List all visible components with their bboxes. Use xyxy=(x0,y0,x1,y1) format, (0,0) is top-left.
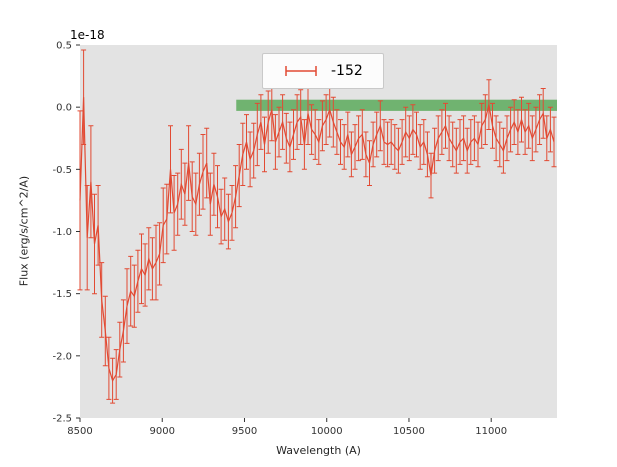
svg-text:0.0: 0.0 xyxy=(56,103,72,114)
legend: -152 xyxy=(262,53,384,89)
svg-text:10000: 10000 xyxy=(311,426,343,437)
x-axis-label: Wavelength (A) xyxy=(276,444,361,457)
svg-text:11000: 11000 xyxy=(475,426,507,437)
svg-text:9000: 9000 xyxy=(150,426,175,437)
errorbar-legend-icon xyxy=(285,66,317,76)
svg-text:-2.0: -2.0 xyxy=(52,351,72,362)
y-axis-label: Flux (erg/s/cm^2/A) xyxy=(17,175,31,287)
svg-text:-1.5: -1.5 xyxy=(52,289,72,300)
series-line xyxy=(79,97,555,383)
svg-text:9500: 9500 xyxy=(232,426,257,437)
svg-text:0.5: 0.5 xyxy=(56,41,72,52)
svg-text:8500: 8500 xyxy=(67,426,92,437)
legend-label: -152 xyxy=(331,63,363,79)
svg-text:-1.0: -1.0 xyxy=(52,227,72,238)
svg-text:-0.5: -0.5 xyxy=(52,165,72,176)
svg-text:-2.5: -2.5 xyxy=(52,414,72,425)
svg-text:10500: 10500 xyxy=(393,426,425,437)
y-axis-offset-label: 1e-18 xyxy=(70,28,105,42)
highlight-band xyxy=(236,99,558,111)
x-axis-ticks: 8500 9000 9500 10000 10500 11000 xyxy=(67,418,507,437)
y-axis-ticks: -2.5 -2.0 -1.5 -1.0 -0.5 0.0 0.5 xyxy=(52,41,80,425)
